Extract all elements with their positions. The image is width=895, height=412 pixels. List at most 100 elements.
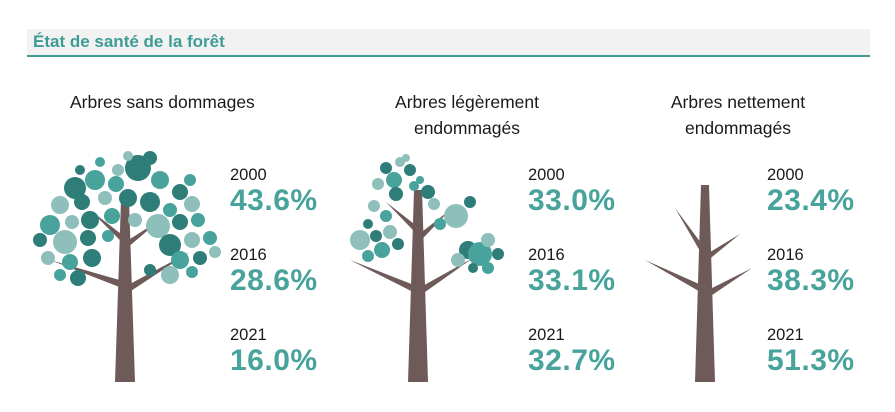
leaf-circle xyxy=(62,254,78,270)
percentage-value: 23.4% xyxy=(767,184,855,217)
leaf-circle xyxy=(51,196,69,214)
tree-trunk xyxy=(695,185,715,382)
leaf-circle xyxy=(402,154,410,162)
leaf-circle xyxy=(112,164,124,176)
leaf-circle xyxy=(464,196,476,208)
stat-entry: 2016 28.6% xyxy=(230,245,350,297)
tree-trunk xyxy=(115,200,135,382)
leaf-circle xyxy=(83,249,101,267)
leaf-circle xyxy=(108,176,124,192)
tree-branch xyxy=(704,268,752,299)
leaf-circle xyxy=(184,232,200,248)
leaf-circle xyxy=(144,264,156,276)
section-header: État de santé de la forêt xyxy=(27,29,870,57)
leaf-circle xyxy=(362,250,374,262)
leaf-circle xyxy=(404,164,416,176)
leaf-circle xyxy=(53,230,77,254)
percentage-value: 33.1% xyxy=(528,264,616,297)
leaf-circle xyxy=(492,248,504,260)
stat-entry: 2000 33.0% xyxy=(528,165,648,217)
leaf-circle xyxy=(172,184,188,200)
leaf-circle xyxy=(119,189,137,207)
leaf-circle xyxy=(33,233,47,247)
leaf-circle xyxy=(123,151,133,161)
tree-branch xyxy=(416,210,450,241)
stat-entry: 2021 51.3% xyxy=(767,325,887,377)
leaf-circle xyxy=(421,185,435,199)
year-label: 2000 xyxy=(528,166,565,184)
leaf-circle xyxy=(370,230,382,242)
percentage-value: 38.3% xyxy=(767,264,855,297)
leaf-circle xyxy=(146,214,170,238)
leaf-circle xyxy=(468,263,478,273)
leaf-circle xyxy=(140,192,160,212)
tree-branch xyxy=(645,260,706,294)
leaf-circle xyxy=(363,219,373,229)
leaf-circle xyxy=(368,200,380,212)
year-label: 2021 xyxy=(230,326,267,344)
leaf-circle xyxy=(191,213,205,227)
column-title-clearly-damaged: Arbres nettement endommagés xyxy=(648,89,828,141)
leaf-circle xyxy=(159,234,181,256)
leaf-circle xyxy=(104,208,120,224)
leaf-circle xyxy=(172,214,188,230)
leaf-circle xyxy=(85,170,105,190)
leaf-circle xyxy=(40,215,60,235)
tree-branch xyxy=(350,260,419,294)
tree-branch xyxy=(417,258,473,295)
sparse-leaf-tree-icon xyxy=(350,154,504,382)
year-label: 2016 xyxy=(528,246,565,264)
year-label: 2000 xyxy=(767,166,804,184)
leaf-circle xyxy=(481,233,495,247)
page-title: État de santé de la forêt xyxy=(33,32,225,51)
leaf-circle xyxy=(386,172,402,188)
leaf-circle xyxy=(102,230,114,242)
leaf-circle xyxy=(74,194,90,210)
leaf-circle xyxy=(428,198,440,210)
column-title-slightly-damaged: Arbres légèrement endommagés xyxy=(372,89,562,141)
leaf-circle xyxy=(409,181,419,191)
leaf-circle xyxy=(65,215,79,229)
leaf-circle xyxy=(98,191,112,205)
leaf-circle xyxy=(163,203,177,217)
year-label: 2016 xyxy=(230,246,267,264)
percentage-value: 33.0% xyxy=(528,184,616,217)
stat-entry: 2021 32.7% xyxy=(528,325,648,377)
leaf-circle xyxy=(184,174,196,186)
percentage-value: 16.0% xyxy=(230,344,318,377)
leaf-circle xyxy=(75,165,85,175)
leaf-circle xyxy=(54,269,66,281)
percentage-value: 32.7% xyxy=(528,344,616,377)
year-label: 2000 xyxy=(230,166,267,184)
leaf-circle xyxy=(451,253,465,267)
leaf-circle xyxy=(95,157,105,167)
leaf-circle xyxy=(389,187,403,201)
percentage-value: 43.6% xyxy=(230,184,318,217)
tree-branch xyxy=(704,234,740,261)
column-title-line: endommagés xyxy=(684,118,792,138)
tree-branch xyxy=(90,210,126,243)
leaf-circle xyxy=(380,210,392,222)
leaf-circle xyxy=(380,162,392,174)
leaf-circle xyxy=(128,213,142,227)
leaf-circle xyxy=(81,211,99,229)
year-label: 2021 xyxy=(528,326,565,344)
leaf-circle xyxy=(64,177,86,199)
leaf-circle xyxy=(374,242,390,258)
year-label: 2021 xyxy=(767,326,804,344)
percentage-value: 28.6% xyxy=(230,264,318,297)
year-label: 2016 xyxy=(767,246,804,264)
leaf-circle xyxy=(161,266,179,284)
leaf-circle xyxy=(434,218,446,230)
percentage-value: 51.3% xyxy=(767,344,855,377)
leaf-circle xyxy=(41,251,55,265)
column-title-line: endommagés xyxy=(413,118,521,138)
stat-entry: 2021 16.0% xyxy=(230,325,350,377)
stat-entry: 2000 43.6% xyxy=(230,165,350,217)
column-title-line: Arbres légèrement xyxy=(395,92,539,112)
leaf-circle xyxy=(203,231,217,245)
column-title-line: Arbres sans dommages xyxy=(70,92,255,112)
leaf-circle xyxy=(383,225,397,239)
tree-branch xyxy=(386,202,420,233)
leaf-circle xyxy=(468,242,492,266)
